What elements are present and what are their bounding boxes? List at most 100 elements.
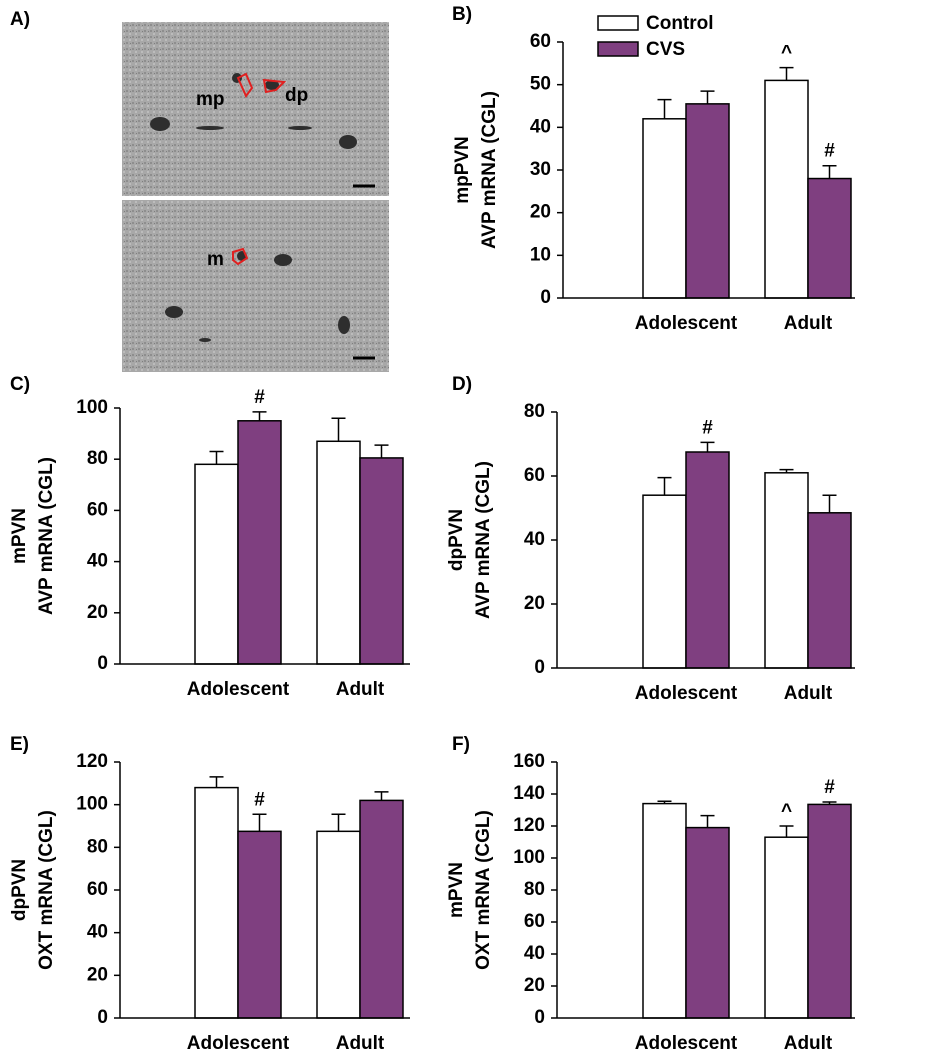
x-tick-label: Adult (784, 683, 833, 704)
y-tick-label: 40 (524, 529, 545, 550)
region-label: dp (285, 85, 308, 106)
y-tick-label: 20 (524, 975, 545, 996)
error-bar (209, 450, 224, 465)
significance-mark: # (254, 387, 265, 408)
y-axis-label: mPVN (9, 508, 30, 564)
bar (194, 786, 239, 1019)
error-bar (779, 66, 794, 81)
panel-label: D) (452, 374, 472, 395)
bar (807, 803, 852, 1019)
y-tick-label: 10 (530, 244, 551, 265)
error-bar (822, 494, 837, 513)
error-bar (657, 476, 672, 496)
bar (685, 103, 730, 299)
y-axis-label: OXT mRNA (CGL) (473, 810, 494, 970)
y-tick-label: 40 (87, 551, 108, 572)
y-tick-label: 100 (513, 847, 545, 868)
bar (316, 440, 361, 665)
y-axis-label: AVP mRNA (CGL) (473, 461, 494, 619)
y-axis-label: AVP mRNA (CGL) (479, 91, 500, 249)
bar (237, 830, 282, 1019)
panel-label: F) (452, 734, 470, 755)
y-tick-label: 160 (513, 751, 545, 772)
region-outlines (232, 72, 287, 266)
x-tick-label: Adolescent (635, 683, 738, 704)
y-tick-label: 30 (530, 159, 551, 180)
y-tick-label: 60 (524, 911, 545, 932)
y-tick-label: 0 (534, 657, 545, 678)
y-axis-label: dpPVN (446, 509, 467, 571)
bar (359, 799, 404, 1019)
y-tick-label: 0 (534, 1007, 545, 1028)
y-tick-label: 50 (530, 74, 551, 95)
bar (642, 802, 687, 1019)
legend-label: Control (646, 13, 714, 34)
panel-label: B) (452, 4, 472, 25)
panel-label: E) (10, 734, 29, 755)
x-tick-label: Adult (784, 313, 833, 334)
y-tick-label: 80 (87, 448, 108, 469)
panel-label: C) (10, 374, 30, 395)
x-tick-label: Adolescent (187, 1033, 290, 1050)
bar (807, 177, 852, 299)
y-tick-label: 60 (530, 31, 551, 52)
error-bar (822, 164, 837, 179)
error-bar (657, 98, 672, 119)
y-tick-label: 20 (524, 593, 545, 614)
y-tick-label: 120 (513, 815, 545, 836)
region-label: mp (196, 89, 225, 110)
legend-swatch (597, 41, 639, 57)
error-bar (374, 444, 389, 458)
y-axis-label: mpPVN (452, 136, 473, 204)
x-tick-label: Adolescent (187, 679, 290, 700)
bar (642, 118, 687, 299)
x-tick-label: Adolescent (635, 1033, 738, 1050)
error-bar (700, 90, 715, 104)
x-tick-label: Adolescent (635, 313, 738, 334)
significance-mark: # (824, 777, 835, 798)
y-tick-label: 60 (87, 499, 108, 520)
bar (764, 836, 809, 1019)
y-axis-label: dpPVN (9, 859, 30, 921)
y-tick-label: 60 (87, 879, 108, 900)
y-tick-label: 60 (524, 465, 545, 486)
bar (316, 830, 361, 1019)
error-bar (374, 791, 389, 801)
x-tick-label: Adult (336, 1033, 385, 1050)
error-bar (779, 825, 794, 838)
error-bar (252, 411, 267, 421)
bar (194, 463, 239, 665)
error-bar (252, 813, 267, 832)
panel-label: A) (10, 9, 30, 30)
y-tick-label: 20 (530, 202, 551, 223)
section-image (122, 200, 389, 372)
bar (807, 512, 852, 669)
y-tick-label: 120 (76, 751, 108, 772)
y-tick-label: 40 (524, 943, 545, 964)
y-tick-label: 140 (513, 783, 545, 804)
y-tick-label: 20 (87, 602, 108, 623)
error-bar (700, 814, 715, 828)
panel-a: A) mp dp m (10, 9, 389, 372)
bar (359, 457, 404, 665)
y-tick-label: 40 (87, 922, 108, 943)
y-tick-label: 0 (97, 1007, 108, 1028)
y-tick-label: 100 (76, 397, 108, 418)
significance-mark: # (824, 141, 835, 162)
error-bar (209, 776, 224, 788)
bar (764, 472, 809, 669)
y-tick-label: 40 (530, 116, 551, 137)
bar (685, 826, 730, 1019)
legend-swatch (597, 15, 639, 31)
y-tick-label: 20 (87, 964, 108, 985)
x-tick-label: Adult (784, 1033, 833, 1050)
y-tick-label: 100 (76, 794, 108, 815)
y-tick-label: 0 (97, 653, 108, 674)
error-bar (331, 417, 346, 442)
y-axis-label: OXT mRNA (CGL) (36, 810, 57, 970)
bar (685, 451, 730, 669)
x-tick-label: Adult (336, 679, 385, 700)
legend-label: CVS (646, 39, 685, 60)
section-image (122, 22, 389, 196)
